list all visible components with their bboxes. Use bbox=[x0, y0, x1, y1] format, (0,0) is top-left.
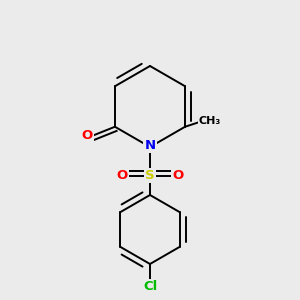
Text: O: O bbox=[116, 169, 128, 182]
Text: Cl: Cl bbox=[143, 280, 157, 293]
Text: CH₃: CH₃ bbox=[199, 116, 221, 126]
Text: O: O bbox=[81, 129, 93, 142]
Text: S: S bbox=[145, 169, 155, 182]
Text: O: O bbox=[172, 169, 184, 182]
Text: N: N bbox=[144, 139, 156, 152]
